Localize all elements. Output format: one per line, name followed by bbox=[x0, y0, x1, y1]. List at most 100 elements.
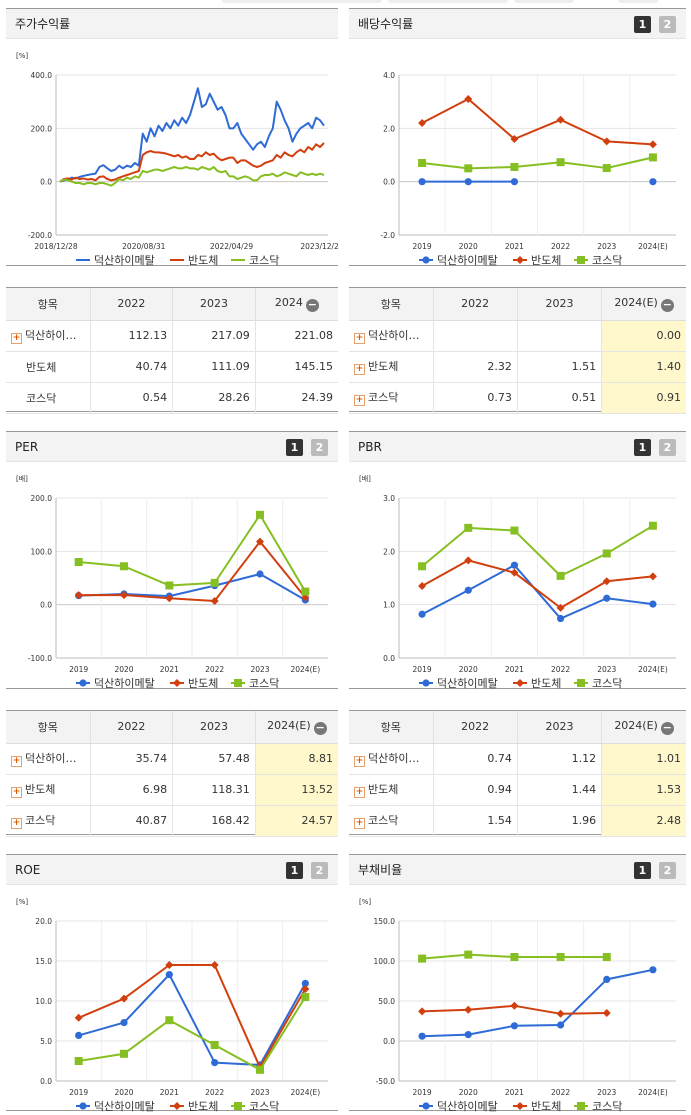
tab-1[interactable]: 1 bbox=[286, 439, 303, 456]
data-point bbox=[301, 979, 309, 987]
column-header: 2024(E) − bbox=[601, 711, 686, 744]
expand-plus-icon[interactable]: + bbox=[11, 818, 22, 829]
value-cell: 24.57 bbox=[255, 805, 338, 837]
table-row: + 덕산하이… 35.74 57.48 8.81 bbox=[6, 743, 338, 775]
x-tick-label: 2024(E) bbox=[290, 665, 320, 674]
expand-plus-icon[interactable]: + bbox=[354, 756, 365, 767]
collapse-icon[interactable]: − bbox=[660, 720, 674, 735]
collapse-icon[interactable]: − bbox=[313, 720, 327, 735]
column-header-label: 2023 bbox=[199, 720, 228, 734]
data-point bbox=[120, 1049, 128, 1058]
value-cell: 1.40 bbox=[601, 351, 686, 383]
expand-plus-icon[interactable]: + bbox=[354, 787, 365, 798]
column-header: 2023 bbox=[517, 711, 603, 744]
tab-2[interactable]: 2 bbox=[659, 862, 676, 879]
column-header: 2023 bbox=[517, 288, 603, 321]
expand-plus-icon[interactable]: + bbox=[354, 333, 365, 344]
data-point bbox=[556, 614, 565, 623]
legend: 덕산하이메탈 반도체 코스닥 bbox=[76, 676, 279, 690]
y-tick-label: 0.0 bbox=[383, 1037, 395, 1046]
series-3 bbox=[74, 993, 310, 1074]
row-name-cell: 반도체 bbox=[6, 351, 91, 383]
x-tick-label: 2023 bbox=[597, 1088, 616, 1097]
column-header-label: 2024 bbox=[274, 295, 303, 309]
expand-plus-icon[interactable]: + bbox=[354, 395, 365, 406]
legend-marker bbox=[577, 1102, 585, 1110]
table-row: 반도체 40.74 111.09 145.15 bbox=[6, 351, 338, 383]
x-tick-label: 2023 bbox=[597, 665, 616, 674]
tab-2[interactable]: 2 bbox=[659, 439, 676, 456]
value-cell: 35.74 bbox=[90, 743, 174, 775]
column-header-label: 2023 bbox=[199, 297, 228, 311]
data-point bbox=[510, 526, 519, 535]
column-header: 항목 bbox=[349, 288, 434, 321]
value-cell: 2.32 bbox=[433, 351, 518, 383]
value-cell: 145.15 bbox=[255, 351, 338, 383]
y-tick-label: 400.0 bbox=[31, 71, 53, 80]
legend: 덕산하이메탈 반도체 코스닥 bbox=[76, 1099, 279, 1112]
data-point bbox=[75, 1031, 83, 1039]
table-header-row: 항목 2022 2023 2024(E) − bbox=[349, 288, 686, 321]
series-1 bbox=[418, 966, 657, 1040]
tab-2[interactable]: 2 bbox=[311, 439, 328, 456]
series-line bbox=[421, 559, 654, 609]
unit-label: [배] bbox=[16, 474, 28, 483]
legend-label: 코스닥 bbox=[249, 677, 279, 690]
data-point bbox=[464, 586, 472, 594]
expand-plus-icon[interactable]: + bbox=[11, 333, 22, 344]
series-1 bbox=[418, 178, 657, 186]
series-line bbox=[421, 564, 654, 620]
tab-1[interactable]: 1 bbox=[634, 16, 651, 33]
legend-label: 덕산하이메탈 bbox=[94, 676, 155, 690]
column-header: 2024(E) − bbox=[255, 711, 338, 744]
table-row: + 덕산하이… 0.74 1.12 1.01 bbox=[349, 743, 686, 775]
row-name: 코스닥 bbox=[368, 391, 399, 404]
tab-1[interactable]: 1 bbox=[634, 439, 651, 456]
data-point bbox=[418, 582, 427, 590]
y-tick-label: 100.0 bbox=[31, 547, 53, 556]
row-name: 반도체 bbox=[368, 360, 399, 373]
collapse-icon[interactable]: − bbox=[660, 297, 674, 312]
pbr-chart: [배] 3.0 2.0 1.0 0.0 2019 2020 2021 2022 2023 2024(… bbox=[359, 474, 676, 690]
row-name-cell: + 코스닥 bbox=[6, 805, 91, 837]
price-return-panel: 주가수익률 [%] 400.0 200.0 0.0 -200.0 2018/12/28 20… bbox=[6, 8, 338, 267]
unit-label: [%] bbox=[16, 898, 28, 906]
row-name: 덕산하이… bbox=[368, 752, 420, 765]
legend-marker bbox=[422, 1102, 430, 1110]
expand-plus-icon[interactable]: + bbox=[354, 364, 365, 375]
x-tick-label: 2024(E) bbox=[638, 1088, 668, 1097]
row-name: 코스닥 bbox=[368, 814, 399, 827]
unit-label: [%] bbox=[359, 898, 371, 906]
legend: 덕산하이메탈 반도체 코스닥 bbox=[76, 253, 279, 267]
price-return-chart: [%] 400.0 200.0 0.0 -200.0 2018/12/28 2020/08/… bbox=[16, 52, 338, 267]
dividend-yield-table: 항목 2022 2023 2024(E) − + 덕산하이… 0.00 + 반도체 2.32 1.51… bbox=[349, 287, 686, 414]
expand-plus-icon[interactable]: + bbox=[354, 818, 365, 829]
column-header-label: 2023 bbox=[545, 720, 574, 734]
data-point bbox=[464, 523, 473, 532]
x-tick-label: 2020 bbox=[459, 1088, 478, 1097]
value-cell: 112.13 bbox=[90, 320, 174, 352]
collapse-icon[interactable]: − bbox=[305, 297, 319, 312]
tab-1[interactable]: 1 bbox=[634, 862, 651, 879]
legend-label: 덕산하이메탈 bbox=[437, 253, 498, 267]
legend-marker bbox=[422, 256, 430, 264]
column-header-label: 항목 bbox=[37, 720, 58, 734]
tab-1[interactable]: 1 bbox=[286, 862, 303, 879]
series-line bbox=[78, 973, 307, 1066]
y-tick-label: 0.0 bbox=[383, 654, 395, 663]
y-tick-label: 3.0 bbox=[383, 494, 395, 503]
series-3 bbox=[418, 521, 657, 580]
column-header-label: 항목 bbox=[380, 297, 401, 311]
series-1 bbox=[418, 561, 657, 623]
series-1 bbox=[59, 87, 325, 183]
tab-2[interactable]: 2 bbox=[659, 16, 676, 33]
data-point bbox=[602, 1009, 611, 1017]
data-point bbox=[165, 594, 174, 603]
legend-marker bbox=[173, 1102, 181, 1110]
tab-2[interactable]: 2 bbox=[311, 862, 328, 879]
expand-plus-icon[interactable]: + bbox=[11, 787, 22, 798]
expand-plus-icon[interactable]: + bbox=[11, 756, 22, 767]
